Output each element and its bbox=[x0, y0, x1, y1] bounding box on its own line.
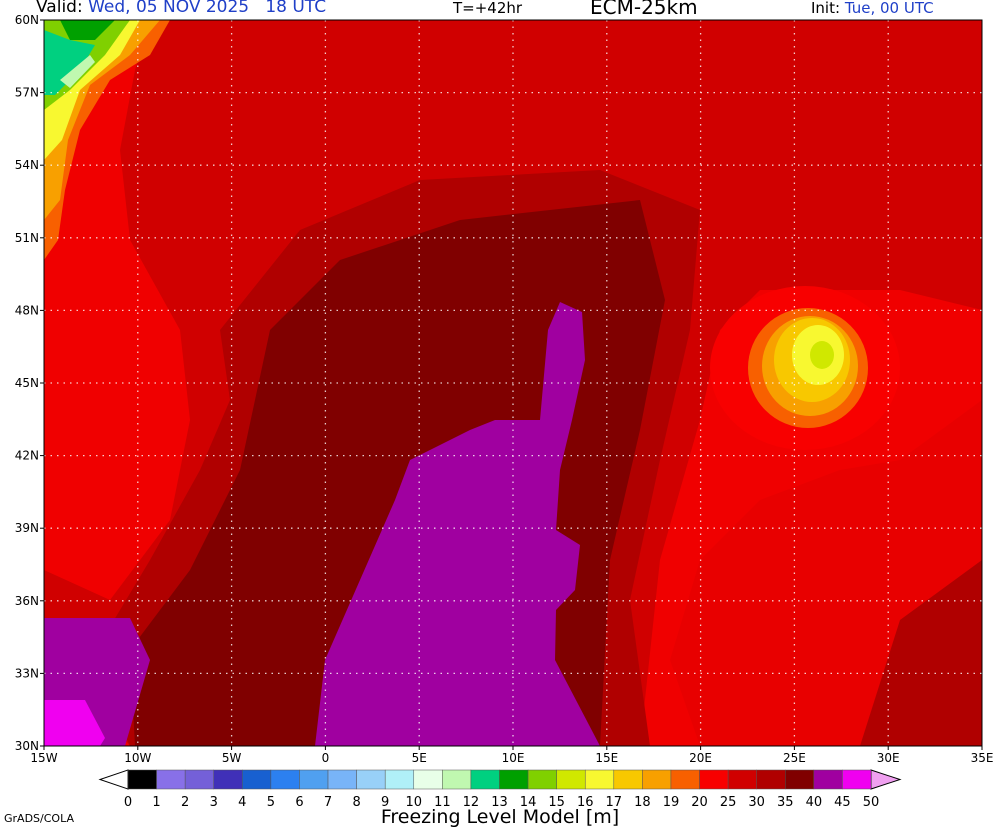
colorbar-label: 25 bbox=[720, 795, 737, 810]
warm-anomaly-northwest bbox=[44, 20, 170, 260]
lon-label: 15W bbox=[30, 751, 57, 765]
colorbar-under-arrow bbox=[98, 769, 129, 790]
colorbar-label: 17 bbox=[606, 795, 623, 810]
lon-label: 5W bbox=[222, 751, 242, 765]
lat-label: 48N bbox=[15, 303, 39, 317]
colorbar-swatch bbox=[413, 769, 443, 790]
lon-label: 15E bbox=[595, 751, 618, 765]
colorbar-swatch bbox=[213, 769, 243, 790]
colorbar-swatch bbox=[184, 769, 214, 790]
lat-label: 54N bbox=[15, 158, 39, 172]
colorbar-label: 8 bbox=[352, 795, 360, 810]
forecast-hour: T=+42hr bbox=[453, 0, 523, 17]
colorbar-label: 16 bbox=[577, 795, 594, 810]
colorbar-label: 18 bbox=[634, 795, 651, 810]
colorbar-label: 40 bbox=[806, 795, 823, 810]
colorbar-swatch bbox=[327, 769, 357, 790]
colorbar-label: 14 bbox=[520, 795, 537, 810]
colorbar: 0 1 2 3 4 5 6 7 8 9 10 11 12 13 14 15 16 17 18 19 20 25 30 35 40… bbox=[98, 769, 902, 810]
colorbar-swatch bbox=[127, 769, 157, 790]
colorbar-swatch bbox=[842, 769, 872, 790]
colorbar-over-arrow bbox=[870, 769, 902, 790]
colorbar-label: 10 bbox=[405, 795, 422, 810]
valid-time: Valid: Wed, 05 NOV 2025 18 UTC bbox=[36, 0, 326, 17]
init-time-value: Tue, 00 UTC bbox=[844, 0, 934, 17]
colorbar-label: 7 bbox=[324, 795, 332, 810]
lat-label: 57N bbox=[15, 86, 39, 100]
lon-label: 10W bbox=[124, 751, 151, 765]
colorbar-label: 2 bbox=[181, 795, 189, 810]
colorbar-label: 12 bbox=[463, 795, 480, 810]
colorbar-swatch bbox=[785, 769, 815, 790]
colorbar-swatch bbox=[270, 769, 300, 790]
colorbar-label: 9 bbox=[381, 795, 389, 810]
colorbar-label: 13 bbox=[491, 795, 508, 810]
colorbar-swatch bbox=[442, 769, 472, 790]
colorbar-label: 1 bbox=[152, 795, 160, 810]
lat-label: 30N bbox=[15, 739, 39, 753]
colorbar-label: 15 bbox=[548, 795, 565, 810]
axis-labels: 15W 10W 5W 0 5E 10E 15E 20E 25E 30E 35E 60N 57N 54N 51… bbox=[15, 13, 994, 765]
lat-label: 60N bbox=[15, 13, 39, 27]
colorbar-label: 0 bbox=[124, 795, 132, 810]
colorbar-swatch bbox=[299, 769, 329, 790]
lon-label: 20E bbox=[689, 751, 712, 765]
init-time: Init: Tue, 00 UTC bbox=[811, 0, 934, 17]
lat-label: 33N bbox=[15, 666, 39, 680]
credit: GrADS/COLA bbox=[4, 812, 74, 825]
colorbar-title: Freezing Level Model [m] bbox=[380, 806, 620, 828]
field-45-50 bbox=[44, 700, 105, 746]
valid-label: Valid: bbox=[36, 0, 83, 17]
warm-anomaly-east bbox=[710, 286, 900, 450]
colorbar-swatch bbox=[527, 769, 557, 790]
field-40-45 bbox=[315, 302, 600, 746]
colorbar-label: 3 bbox=[210, 795, 218, 810]
colorbar-swatch bbox=[613, 769, 643, 790]
colorbar-label: 19 bbox=[663, 795, 680, 810]
colorbar-swatch bbox=[470, 769, 500, 790]
colorbar-swatch bbox=[670, 769, 700, 790]
lon-label: 10E bbox=[502, 751, 525, 765]
colorbar-label: 6 bbox=[295, 795, 303, 810]
colorbar-swatch bbox=[642, 769, 672, 790]
colorbar-label: 20 bbox=[691, 795, 708, 810]
colorbar-swatch bbox=[756, 769, 786, 790]
lat-label: 42N bbox=[15, 449, 39, 463]
colorbar-label: 11 bbox=[434, 795, 451, 810]
lon-label: 0 bbox=[322, 751, 330, 765]
colorbar-label: 30 bbox=[748, 795, 765, 810]
lat-label: 51N bbox=[15, 231, 39, 245]
init-label: Init: bbox=[811, 0, 841, 17]
field-30-35-east bbox=[860, 560, 982, 746]
colorbar-swatch bbox=[813, 769, 843, 790]
colorbar-swatch bbox=[384, 769, 415, 790]
colorbar-swatch bbox=[584, 769, 615, 790]
colorbar-label: 4 bbox=[238, 795, 246, 810]
colorbar-swatch bbox=[699, 769, 729, 790]
lon-label: 30E bbox=[877, 751, 900, 765]
colorbar-swatch bbox=[727, 769, 757, 790]
colorbar-swatch bbox=[556, 769, 586, 790]
colorbar-label: 45 bbox=[834, 795, 851, 810]
lon-label: 35E bbox=[971, 751, 994, 765]
lat-label: 45N bbox=[15, 376, 39, 390]
model-name: ECM-25km bbox=[590, 0, 698, 19]
colorbar-swatch bbox=[499, 769, 529, 790]
colorbar-swatch bbox=[356, 769, 386, 790]
colorbar-label: 35 bbox=[777, 795, 794, 810]
contour-fill bbox=[44, 20, 982, 746]
colorbar-swatch bbox=[156, 769, 186, 790]
colorbar-label: 5 bbox=[267, 795, 275, 810]
lat-label: 39N bbox=[15, 521, 39, 535]
valid-time-value: Wed, 05 NOV 2025 18 UTC bbox=[88, 0, 327, 17]
lat-label: 36N bbox=[15, 594, 39, 608]
lon-label: 5E bbox=[412, 751, 427, 765]
lon-label: 25E bbox=[783, 751, 806, 765]
colorbar-swatch bbox=[242, 769, 272, 790]
colorbar-label: 50 bbox=[863, 795, 880, 810]
graticule bbox=[44, 20, 982, 746]
